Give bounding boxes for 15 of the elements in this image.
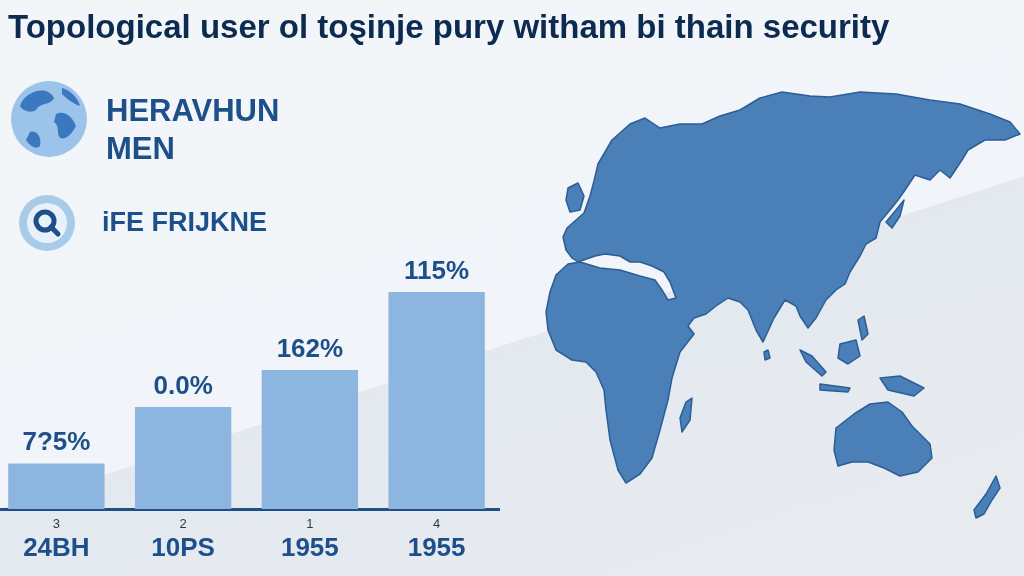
bar: [388, 292, 485, 509]
x-tick-label: 2 10PS: [151, 516, 215, 562]
bar: [261, 370, 359, 509]
chart-title: Topological user ol toȿinje pury witham bi thain security: [8, 8, 890, 46]
text: HERAVHUN MEN: [106, 92, 281, 168]
annotation: 0.0%: [153, 370, 213, 401]
annotation: 115%: [404, 255, 470, 285]
x-tick-label: 1 1955: [280, 516, 339, 562]
x-tick-label: 3 24BH: [23, 516, 90, 562]
x-tick-label: 4 1955: [407, 516, 466, 562]
annotation: 7?5%: [22, 426, 91, 457]
text: iFE FRIJKNE: [102, 207, 268, 238]
bar: [8, 463, 105, 509]
annotation: 162%: [276, 333, 344, 364]
bar: [134, 407, 232, 509]
